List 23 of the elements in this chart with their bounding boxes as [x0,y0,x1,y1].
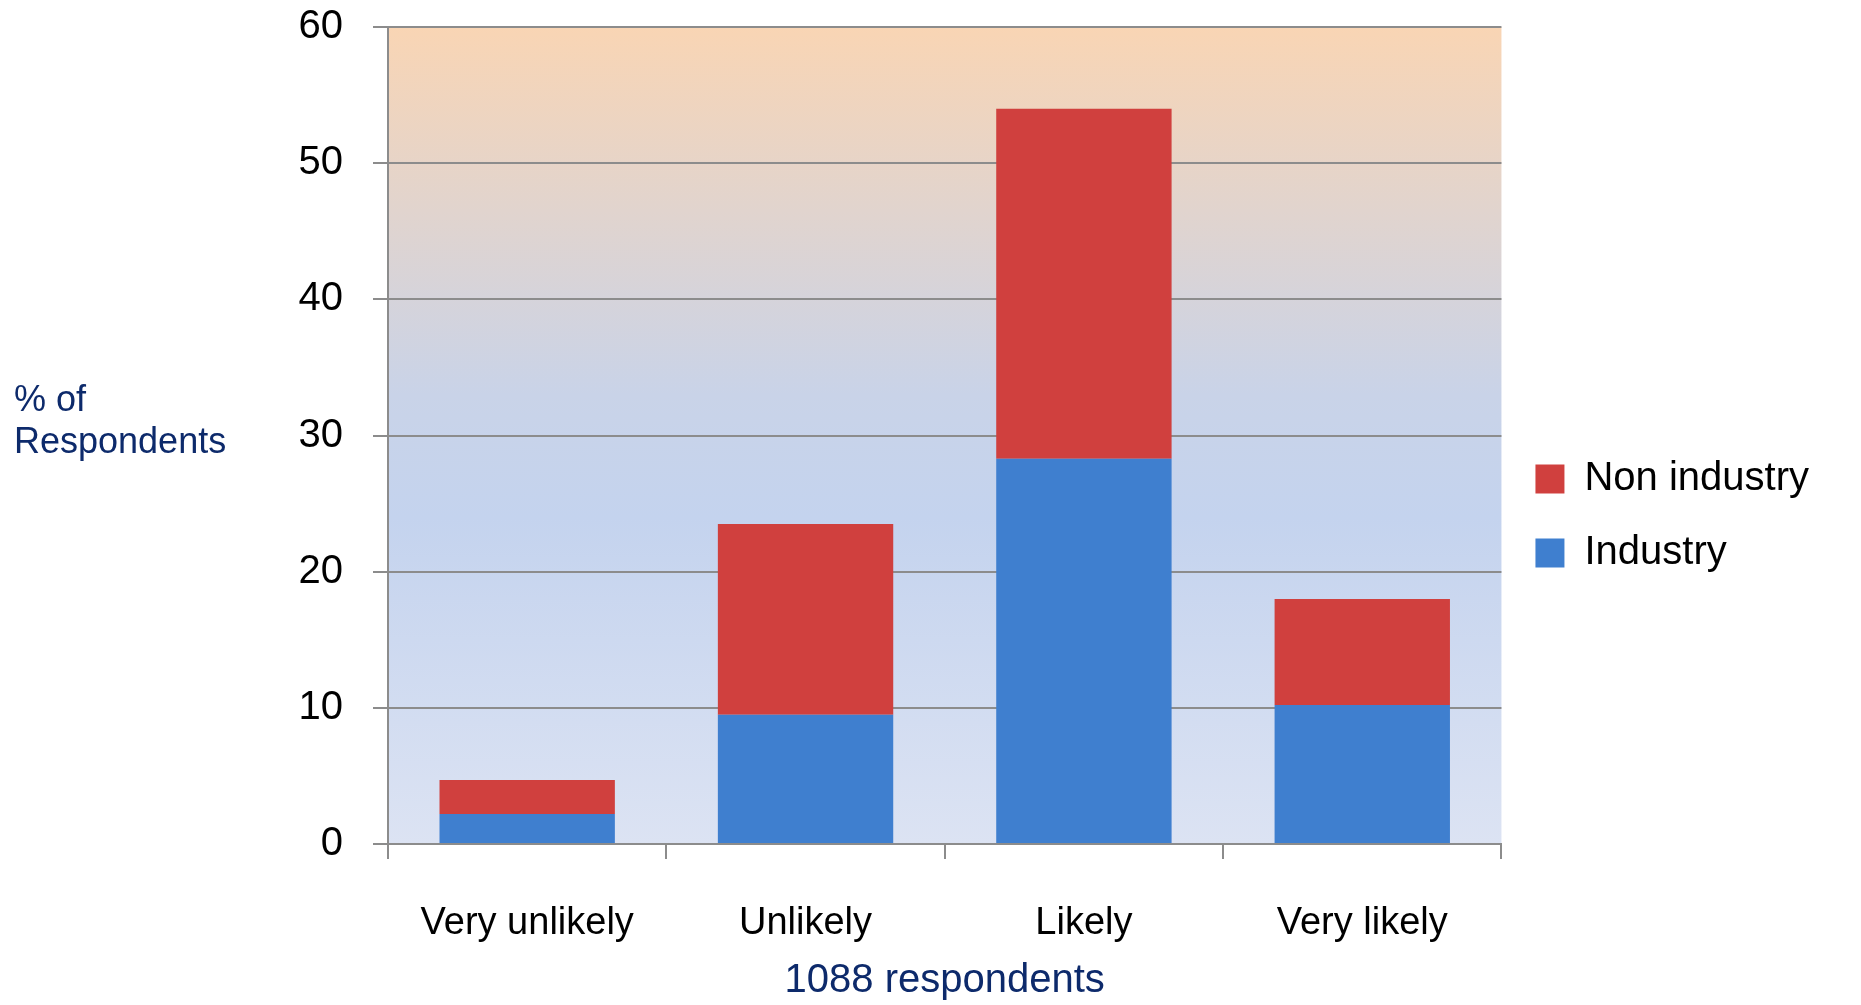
x-tick-label: Unlikely [739,900,873,943]
y-tick-label: 0 [320,819,343,864]
x-tick-label: Very unlikely [420,900,634,943]
x-axis-title: 1088 respondents [784,956,1105,1001]
bar [717,714,894,843]
y-tick-label: 60 [298,2,343,47]
bar [996,108,1172,459]
bar [996,458,1172,843]
x-tick-label: Likely [1035,900,1133,943]
legend-label: Industry [1584,528,1727,573]
y-axis-title: % of Respondents [14,378,228,462]
bar [439,780,615,815]
y-tick-label: 10 [298,682,343,727]
bar [717,524,894,715]
bar [1274,705,1450,843]
y-tick-label: 50 [298,138,343,183]
bar [439,814,615,843]
y-tick-label: 20 [298,546,343,591]
y-tick-label: 40 [298,274,343,319]
y-tick-label: 30 [298,410,343,455]
bar [1274,598,1450,706]
legend-label: Non industry [1584,454,1810,499]
x-tick-label: Very likely [1276,900,1448,943]
